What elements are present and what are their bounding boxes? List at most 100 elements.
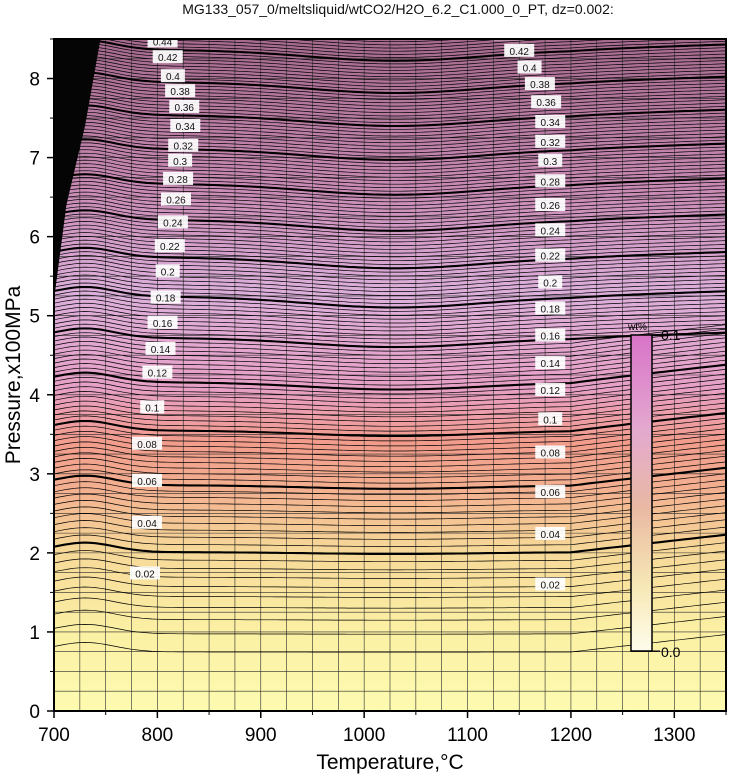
colorbar-unit: wt% (627, 322, 647, 333)
contour-line-minor (54, 98, 726, 120)
contour-label: 0.06 (535, 485, 566, 499)
contour-label-text: 0.44 (153, 37, 173, 48)
contour-label-box (517, 60, 542, 74)
contour-label: 0.04 (535, 526, 566, 541)
contour-line-minor (54, 616, 726, 635)
contour-label-text: 0.28 (168, 175, 188, 186)
contour-line-minor (54, 18, 726, 38)
contour-label-box (150, 290, 181, 304)
contour-label-text: 0.38 (530, 80, 550, 91)
contour-label: 0.34 (535, 115, 566, 129)
contour-line-minor (54, 559, 726, 579)
contour-line-major (54, 138, 726, 161)
contour-line-minor (54, 118, 726, 140)
contour-label-box (160, 192, 191, 206)
contour-line-minor (54, 407, 726, 432)
contour-label-box (132, 473, 163, 487)
contour-label-box (145, 341, 176, 355)
contour-label-box (122, 0, 152, 13)
contour-label-text: 0.06 (137, 477, 157, 488)
x-axis-label: Temperature,°C (316, 751, 463, 774)
contour-label: 0.42 (504, 43, 535, 58)
contour-label: 0.28 (535, 174, 566, 188)
high-value-region (54, 39, 101, 300)
contour-label: 0.42 (152, 50, 183, 64)
contour-label-text: 0.08 (137, 440, 157, 451)
contour-label-text: 0.2 (543, 279, 557, 290)
contour-line-minor (54, 346, 726, 373)
contour-line-minor (54, 294, 726, 316)
contour-label-text: 0.4 (523, 63, 537, 74)
contour-label-text: 0.42 (158, 53, 178, 64)
contour-line-minor (54, 455, 726, 478)
contour-label-text: 0.24 (541, 226, 561, 237)
x-tick-label: 800 (142, 725, 174, 746)
contour-label-text: 0.34 (541, 118, 561, 129)
contour-line-minor (54, 142, 726, 164)
contour-line-minor (54, 383, 726, 408)
contour-label-box (169, 99, 200, 113)
contour-line-minor (54, 270, 726, 292)
contour-label-text: 0.02 (135, 569, 155, 580)
contour-label: 0.36 (169, 99, 200, 114)
contour-line-minor (54, 243, 726, 265)
contour-line-minor (54, 542, 726, 563)
contour-label: 0.16 (535, 328, 566, 342)
contour-line-minor (54, 392, 726, 418)
contour-label-text: 0.16 (541, 331, 561, 342)
contour-label-box (535, 356, 566, 370)
contour-label-text: 0.42 (509, 47, 529, 58)
y-tick-label: 7 (29, 149, 40, 170)
contour-line-minor (54, 550, 726, 571)
contour-line-minor (54, 15, 726, 36)
contour-line-minor (54, 152, 726, 175)
contour-label: 0.32 (535, 134, 566, 149)
contour-line-minor (54, 337, 726, 364)
x-tick-label: 1300 (653, 725, 695, 746)
contour-line-major (54, 246, 726, 270)
contour-label: 0.04 (132, 515, 163, 530)
contour-line-minor (54, 156, 726, 178)
contour-line-minor (54, 319, 726, 340)
contour-line-minor (54, 444, 726, 468)
y-tick-label: 0 (29, 702, 40, 723)
contour-label: 0.06 (132, 473, 163, 488)
contour-line-minor (54, 55, 726, 78)
x-tick-label: 1000 (343, 725, 385, 746)
contour-line-minor (54, 298, 726, 320)
contour-line-minor (54, 159, 726, 182)
contour-line-minor (54, 634, 726, 653)
colorbar-max-label: 0.1 (661, 327, 681, 343)
contour-line-minor (54, 397, 726, 422)
contour-label-text: 0.06 (541, 488, 561, 499)
contour-label: 0.2 (155, 264, 180, 278)
contour-line-minor (54, 91, 726, 114)
contour-label: 0.02 (129, 566, 160, 580)
contour-line-minor (54, 180, 726, 203)
y-tick-label: 4 (29, 386, 40, 407)
contour-label-box (170, 118, 201, 132)
contour-line-minor (54, 498, 726, 520)
contour-line-minor (54, 202, 726, 224)
contour-line-minor (54, 589, 726, 609)
contour-label-text: 0.36 (536, 98, 556, 109)
x-tick-label: 1100 (447, 725, 488, 746)
contour-label: 0.24 (157, 215, 188, 229)
y-tick-label: 8 (29, 70, 40, 91)
contour-label: 0.14 (535, 356, 566, 370)
x-axis: 700 800 900 1000 1100 1200 1300 (38, 711, 727, 746)
contour-line-minor (223, 39, 568, 49)
contour-line-minor (54, 274, 726, 296)
y-tick-label: 2 (29, 544, 40, 565)
contour-line-major (54, 363, 726, 391)
contour-line-major (54, 104, 726, 128)
contour-line-minor (54, 132, 726, 154)
contour-label: 0.26 (160, 192, 191, 206)
contour-label: 0.32 (168, 138, 199, 153)
contour-label-box (147, 39, 178, 48)
contour-line-minor (54, 95, 726, 117)
contour-label: 0.14 (145, 341, 176, 356)
contour-label-box (538, 275, 563, 289)
contour-line-minor (54, 439, 726, 462)
contour-label-text: 0.22 (541, 252, 561, 263)
